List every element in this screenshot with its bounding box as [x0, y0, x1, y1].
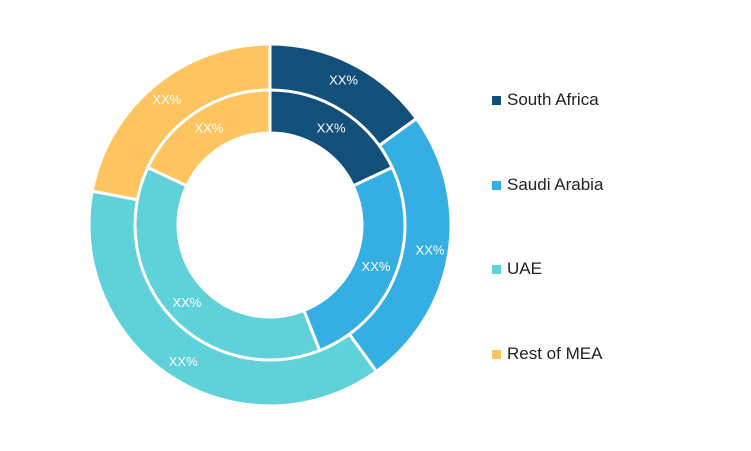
- inner-slice-rest-of-mea: [145, 88, 272, 188]
- inner-label-saudi-arabia: XX%: [362, 259, 391, 274]
- legend-swatch: [492, 349, 501, 359]
- inner-label-uae: XX%: [172, 295, 201, 310]
- inner-slice-uae: [133, 165, 322, 362]
- legend: South Africa Saudi Arabia UAE Rest of MEA: [492, 88, 732, 426]
- outer-label-rest-of-mea: XX%: [152, 92, 181, 107]
- legend-swatch: [492, 180, 501, 190]
- legend-label: UAE: [507, 259, 542, 278]
- legend-item-saudi-arabia: Saudi Arabia: [492, 173, 732, 258]
- outer-label-uae: XX%: [169, 354, 198, 369]
- legend-label: Rest of MEA: [507, 343, 603, 363]
- outer-label-south-africa: XX%: [329, 73, 358, 88]
- inner-label-rest-of-mea: XX%: [194, 121, 223, 136]
- outer-label-saudi-arabia: XX%: [416, 242, 445, 257]
- legend-item-rest-of-mea: Rest of MEA: [492, 342, 732, 427]
- legend-item-uae: UAE: [492, 257, 732, 342]
- legend-swatch: [492, 265, 501, 274]
- inner-label-south-africa: XX%: [317, 121, 346, 136]
- legend-swatch: [492, 96, 501, 105]
- legend-label: South Africa: [507, 90, 599, 109]
- legend-item-south-africa: South Africa: [492, 88, 732, 173]
- legend-label: Saudi Arabia: [507, 174, 604, 194]
